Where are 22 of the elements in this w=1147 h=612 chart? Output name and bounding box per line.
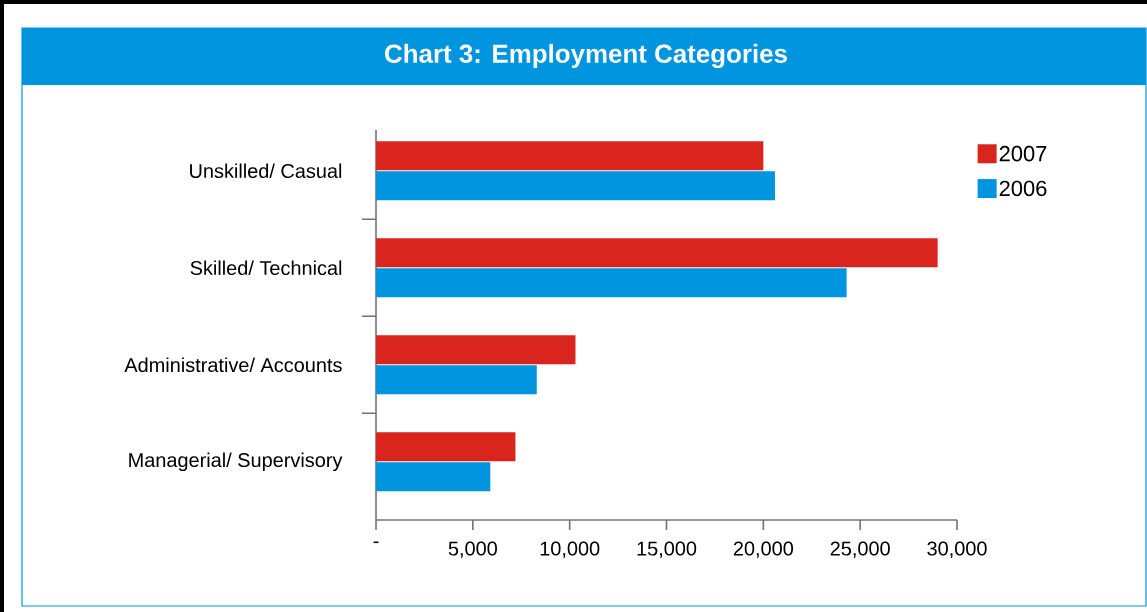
y-tick-label: Unskilled/ Casual (190, 163, 342, 179)
x-tick-label: 20,000 (733, 541, 794, 558)
bar (376, 365, 537, 395)
legend-label: 2007 (999, 145, 1047, 162)
x-tick-label: 10,000 (540, 541, 600, 558)
y-tick-label: Administrative/ Accounts (124, 357, 342, 373)
bar (376, 462, 491, 492)
x-tick-label: 15,000 (637, 541, 697, 558)
x-tick-label: 25,000 (830, 541, 890, 558)
legend-label: 2006 (999, 180, 1047, 197)
y-tick-label: Skilled/ Technical (190, 260, 342, 276)
bar (376, 141, 764, 171)
bar (376, 432, 516, 462)
bar (376, 238, 938, 268)
bar (376, 335, 576, 365)
chart-title: Chart 3: Employment Categories (385, 43, 787, 69)
x-tick-label: 5,000 (448, 541, 497, 558)
bar (376, 268, 847, 298)
y-tick-label: Managerial/ Supervisory (129, 452, 343, 472)
x-tick-label: 30,000 (927, 541, 987, 558)
bar (376, 171, 775, 201)
x-tick-label: - (373, 541, 379, 544)
